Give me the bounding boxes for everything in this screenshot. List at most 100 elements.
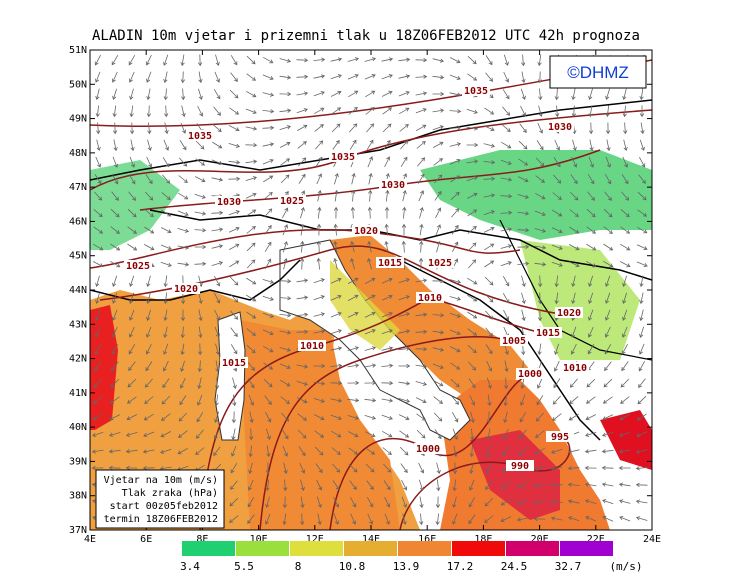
wind-arrow — [571, 326, 577, 338]
wind-arrow — [212, 124, 222, 133]
wind-arrow — [364, 363, 377, 368]
wind-arrow — [466, 126, 479, 131]
wind-arrow — [280, 174, 290, 184]
wind-arrow — [283, 479, 288, 492]
wind-arrow — [552, 192, 562, 200]
wind-arrow — [449, 158, 461, 165]
wind-arrow — [503, 377, 509, 390]
wind-arrow — [228, 176, 241, 182]
wind-arrow — [567, 465, 580, 471]
wind-arrow — [279, 347, 292, 352]
wind-arrow — [112, 275, 118, 287]
wind-arrow — [317, 206, 322, 219]
lat-label: 47N — [69, 182, 87, 193]
wind-arrow — [435, 207, 442, 219]
wind-arrow — [381, 57, 394, 62]
wind-arrow — [432, 125, 444, 131]
wind-arrow — [263, 56, 274, 64]
wind-arrow — [330, 346, 343, 351]
wind-arrow — [177, 448, 188, 455]
wind-arrow — [279, 75, 292, 80]
wind-arrow — [180, 326, 185, 339]
wind-arrow — [554, 139, 561, 151]
wind-arrow — [398, 57, 411, 62]
wind-arrow — [569, 191, 579, 201]
wind-arrow — [534, 447, 545, 455]
wind-arrow — [502, 106, 511, 116]
isobar-label: 1020 — [174, 284, 198, 295]
wind-arrow — [110, 260, 121, 268]
wind-arrow — [637, 395, 647, 405]
isobar-label-bg — [506, 460, 534, 471]
wind-arrow — [588, 309, 594, 321]
wind-arrow — [246, 242, 256, 252]
wind-arrow — [94, 343, 101, 355]
wind-arrow — [229, 497, 239, 507]
wind-arrow — [585, 516, 597, 522]
wind-arrow — [94, 361, 102, 372]
isobar-label-bg — [124, 260, 152, 271]
wind-arrow — [316, 479, 323, 491]
wind-arrow — [567, 499, 580, 504]
wind-arrow — [415, 278, 428, 283]
isobar-label: 1030 — [217, 197, 241, 208]
wind-arrow — [214, 71, 220, 83]
wind-arrow — [93, 396, 103, 404]
wind-arrow — [570, 174, 578, 185]
wind-arrow — [367, 206, 373, 219]
wind-arrow — [230, 480, 238, 490]
wind-arrow — [282, 224, 288, 236]
lat-label: 48N — [69, 148, 87, 159]
isobar-label-bg — [298, 340, 326, 351]
wind-arrow — [516, 517, 529, 522]
wind-arrow — [180, 309, 186, 322]
wind-arrow — [418, 462, 425, 474]
wind-arrow — [601, 465, 614, 471]
wind-arrow — [265, 479, 270, 492]
isobar-label: 1005 — [502, 336, 526, 347]
wind-arrow — [466, 108, 478, 114]
wind-arrow — [214, 326, 220, 338]
wind-arrow — [503, 411, 508, 424]
wind-arrow — [517, 211, 530, 216]
wind-arrow — [246, 90, 257, 98]
wind-arrow — [399, 124, 409, 132]
wind-arrow — [636, 431, 648, 438]
wind-arrow — [449, 329, 461, 335]
wind-arrow — [517, 244, 530, 250]
wind-arrow — [551, 448, 563, 454]
wind-arrow — [264, 224, 272, 235]
wind-arrow — [416, 429, 426, 439]
wind-arrow — [330, 312, 342, 318]
wind-arrow — [484, 276, 494, 286]
wind-arrow — [180, 343, 185, 356]
wind-arrow — [246, 328, 256, 336]
wind-arrow — [485, 310, 494, 320]
wind-arrow — [639, 275, 644, 288]
lat-label: 46N — [69, 216, 87, 227]
wind-arrow — [160, 244, 172, 250]
wind-arrow — [246, 344, 256, 354]
wind-arrow — [622, 326, 628, 338]
wind-arrow — [230, 462, 238, 474]
wind-arrow — [601, 432, 614, 437]
isobar-label: 1035 — [188, 131, 212, 142]
wind-arrow — [92, 431, 104, 437]
wind-arrow — [198, 292, 203, 305]
wind-arrow — [449, 279, 462, 284]
wind-arrow — [315, 140, 324, 150]
legend-value: 5.5 — [234, 560, 254, 573]
wind-arrow — [588, 292, 594, 304]
wind-arrow — [620, 209, 630, 218]
isobar-label: 995 — [551, 432, 569, 443]
wind-arrow — [521, 275, 526, 288]
wind-arrow — [367, 156, 373, 168]
legend-value: 10.8 — [339, 560, 366, 573]
legend-swatch — [506, 541, 559, 556]
wind-arrow — [484, 107, 495, 115]
wind-arrow — [415, 91, 428, 96]
wind-arrow — [364, 74, 376, 80]
wind-arrow — [521, 292, 526, 305]
wind-arrow — [279, 58, 292, 63]
